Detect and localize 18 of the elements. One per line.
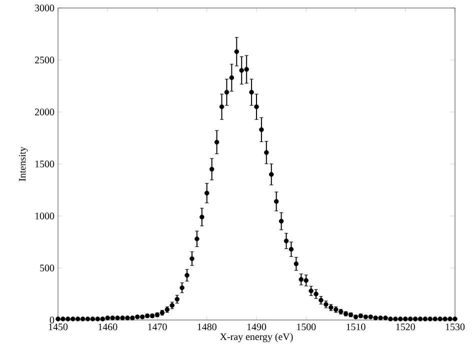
- y-tick-label: 0: [50, 316, 54, 324]
- x-tick-label: 1480: [198, 324, 216, 330]
- x-tick-label: 1520: [396, 324, 415, 330]
- x-tick-label: 1530: [446, 324, 465, 330]
- y-tick-label: 3000: [35, 4, 54, 12]
- y-tick-label: 2000: [34, 108, 54, 116]
- x-axis-title: X-ray energy (eV): [220, 333, 293, 342]
- x-tick-label: 1490: [247, 324, 266, 330]
- x-tick-label: 1470: [148, 324, 167, 330]
- y-tick-label: 500: [40, 264, 54, 272]
- y-tick-label: 1500: [35, 160, 54, 168]
- y-tick-label: 2500: [34, 56, 54, 64]
- x-tick-label: 1450: [48, 324, 68, 330]
- y-tick-label: 1000: [35, 212, 54, 220]
- x-tick-label: 1460: [98, 324, 118, 330]
- x-tick-label: 1500: [297, 324, 316, 330]
- y-axis-title: Intensity: [18, 146, 28, 182]
- x-tick-label: 1510: [346, 324, 366, 330]
